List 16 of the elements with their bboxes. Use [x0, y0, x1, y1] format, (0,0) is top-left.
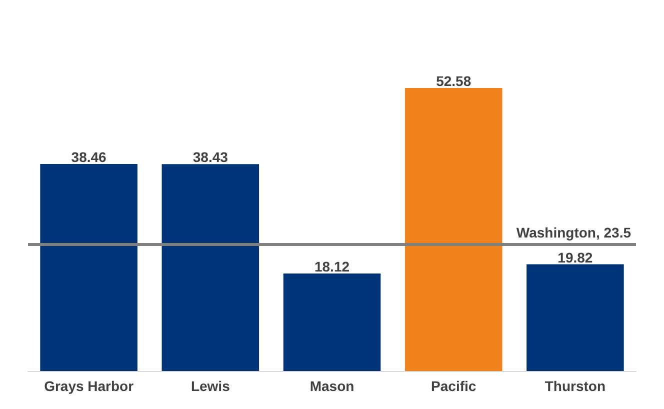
data-label: 18.12 — [314, 258, 350, 274]
x-tick-label: Thurston — [544, 378, 606, 394]
bar — [526, 264, 624, 371]
data-label: 38.43 — [192, 149, 228, 166]
bar — [404, 88, 502, 371]
data-label: 52.58 — [436, 72, 472, 89]
x-tick-label: Grays Harbor — [44, 378, 134, 394]
bar — [40, 164, 138, 371]
bar — [162, 164, 260, 371]
data-label: 38.46 — [71, 148, 107, 165]
data-label: 19.82 — [558, 249, 593, 266]
x-tick-label: Pacific — [431, 378, 476, 394]
bar — [283, 273, 381, 371]
ref-line-label: Washington, 23.5 — [516, 224, 632, 240]
x-tick-label: Mason — [310, 378, 354, 394]
x-tick-label: Lewis — [190, 378, 230, 394]
